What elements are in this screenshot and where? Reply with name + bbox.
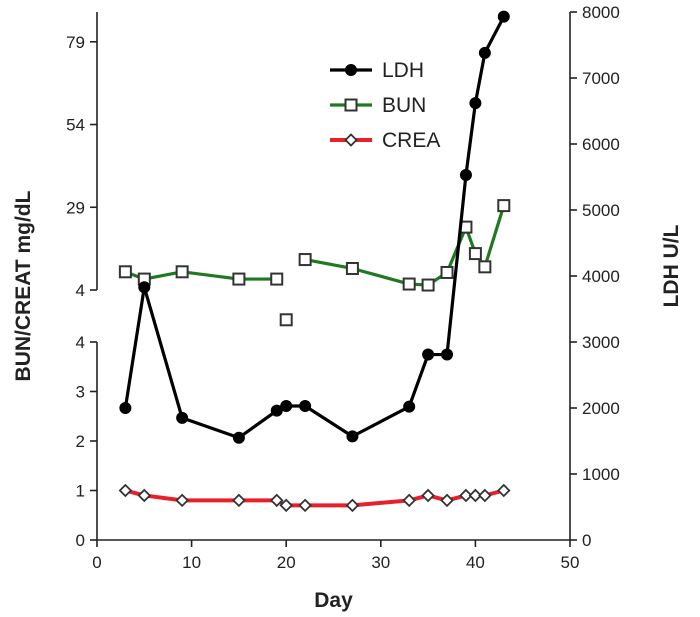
x-tick-label: 50 bbox=[561, 553, 580, 572]
bun-line-segment bbox=[180, 270, 241, 281]
crea-point bbox=[478, 488, 492, 503]
ldh-line-segment bbox=[350, 405, 411, 438]
ldh-point bbox=[299, 400, 312, 413]
bun-point bbox=[118, 265, 132, 279]
right-tick-label: 7000 bbox=[582, 69, 620, 88]
ldh-line-segment bbox=[303, 404, 355, 438]
crea-legend-label: CREA bbox=[382, 129, 440, 152]
right-tick-label: 1000 bbox=[582, 465, 620, 484]
crea-point bbox=[497, 483, 511, 498]
right-tick-label: 2000 bbox=[582, 399, 620, 418]
right-tick-label: 6000 bbox=[582, 135, 620, 154]
ldh-line-segment bbox=[180, 416, 241, 440]
left-lower-tick-label: 3 bbox=[76, 383, 85, 402]
ldh-point bbox=[280, 400, 293, 413]
left-lower-tick-label: 4 bbox=[76, 333, 85, 352]
bun-legend-label: BUN bbox=[382, 94, 426, 117]
ldh-line-segment bbox=[464, 101, 477, 177]
left-y-axis-title: BUN/CREAT mg/dL bbox=[12, 190, 35, 381]
ldh-line-segment bbox=[142, 285, 184, 420]
bun-point bbox=[345, 261, 359, 275]
right-tick-label: 0 bbox=[582, 531, 591, 550]
ldh-point bbox=[441, 348, 454, 361]
ldh-point bbox=[459, 169, 472, 182]
crea-point bbox=[118, 483, 133, 498]
right-tick-label: 3000 bbox=[582, 333, 620, 352]
left-upper-tick-label: 29 bbox=[66, 198, 85, 217]
ldh-legend-marker bbox=[345, 64, 357, 76]
ldh-point bbox=[138, 281, 151, 294]
bun-legend-marker bbox=[344, 98, 358, 112]
ldh-point bbox=[270, 404, 283, 417]
ldh-line-segment bbox=[473, 51, 487, 105]
crea-point bbox=[402, 493, 416, 508]
left-upper-tick-label: 79 bbox=[66, 33, 85, 52]
crea-point bbox=[269, 493, 284, 508]
crea-point bbox=[440, 493, 454, 508]
ldh-line-segment bbox=[407, 352, 430, 409]
bun-point bbox=[279, 313, 293, 327]
bun-point bbox=[468, 247, 482, 261]
bun-line-segment bbox=[350, 266, 411, 286]
bun-line-segment bbox=[483, 204, 506, 269]
left-upper-tick-label: 54 bbox=[66, 116, 85, 135]
crea-legend-marker bbox=[344, 133, 358, 147]
bun-point bbox=[497, 199, 511, 213]
plot-layer bbox=[118, 10, 511, 513]
ldh-line-segment bbox=[445, 173, 468, 357]
left-lower-tick-label: 1 bbox=[76, 482, 85, 501]
ldh-line-segment bbox=[483, 15, 506, 55]
bun-point bbox=[298, 253, 312, 267]
ldh-line-segment bbox=[123, 285, 146, 410]
ldh-point bbox=[176, 411, 189, 424]
crea-line-segment bbox=[142, 493, 185, 503]
x-tick-label: 30 bbox=[371, 553, 390, 572]
crea-line-segment bbox=[350, 498, 412, 508]
ldh-point bbox=[232, 431, 245, 444]
bun-point bbox=[478, 260, 492, 274]
x-tick-label: 40 bbox=[466, 553, 485, 572]
bun-point bbox=[421, 278, 435, 292]
ldh-point bbox=[119, 402, 132, 414]
bun-line-segment bbox=[303, 257, 355, 271]
crea-point bbox=[175, 493, 189, 508]
bun-point bbox=[402, 277, 416, 291]
ldh-line-segment bbox=[237, 409, 279, 440]
ldh-point bbox=[469, 97, 482, 110]
ldh-point bbox=[403, 400, 416, 413]
crea-point bbox=[232, 493, 246, 508]
right-tick-label: 4000 bbox=[582, 267, 620, 286]
legend: LDH BUN CREA bbox=[330, 59, 440, 152]
left-lower-tick-label: 0 bbox=[76, 531, 85, 550]
x-axis-title: Day bbox=[314, 589, 353, 612]
ldh-point bbox=[346, 430, 359, 443]
crea-point bbox=[468, 488, 483, 503]
crea-point bbox=[345, 498, 360, 513]
x-tick-label: 20 bbox=[277, 553, 296, 572]
right-tick-label: 8000 bbox=[582, 3, 620, 22]
crea-point bbox=[279, 498, 293, 513]
ldh-point bbox=[422, 348, 435, 361]
right-tick-label: 5000 bbox=[582, 201, 620, 220]
right-y-axis-title: LDH U/L bbox=[660, 224, 683, 307]
crea-point bbox=[459, 488, 473, 503]
bun-point bbox=[175, 265, 189, 279]
left-upper-tick-label: 4 bbox=[76, 281, 85, 300]
bun-point bbox=[440, 265, 454, 279]
ldh-legend-label: LDH bbox=[382, 59, 424, 82]
crea-point bbox=[298, 498, 312, 513]
crea-point bbox=[421, 488, 435, 503]
axes-layer: 0 10 20 30 40 5001234429547901000200030004000… bbox=[66, 3, 620, 572]
x-tick-label: 10 bbox=[182, 553, 201, 572]
ldh-point bbox=[497, 10, 510, 23]
left-lower-tick-label: 2 bbox=[76, 432, 85, 451]
x-tick-label: 0 bbox=[92, 553, 101, 572]
crea-point bbox=[137, 488, 152, 503]
ldh-point bbox=[478, 46, 491, 59]
bun-point bbox=[270, 272, 284, 286]
bun-point bbox=[232, 272, 246, 286]
